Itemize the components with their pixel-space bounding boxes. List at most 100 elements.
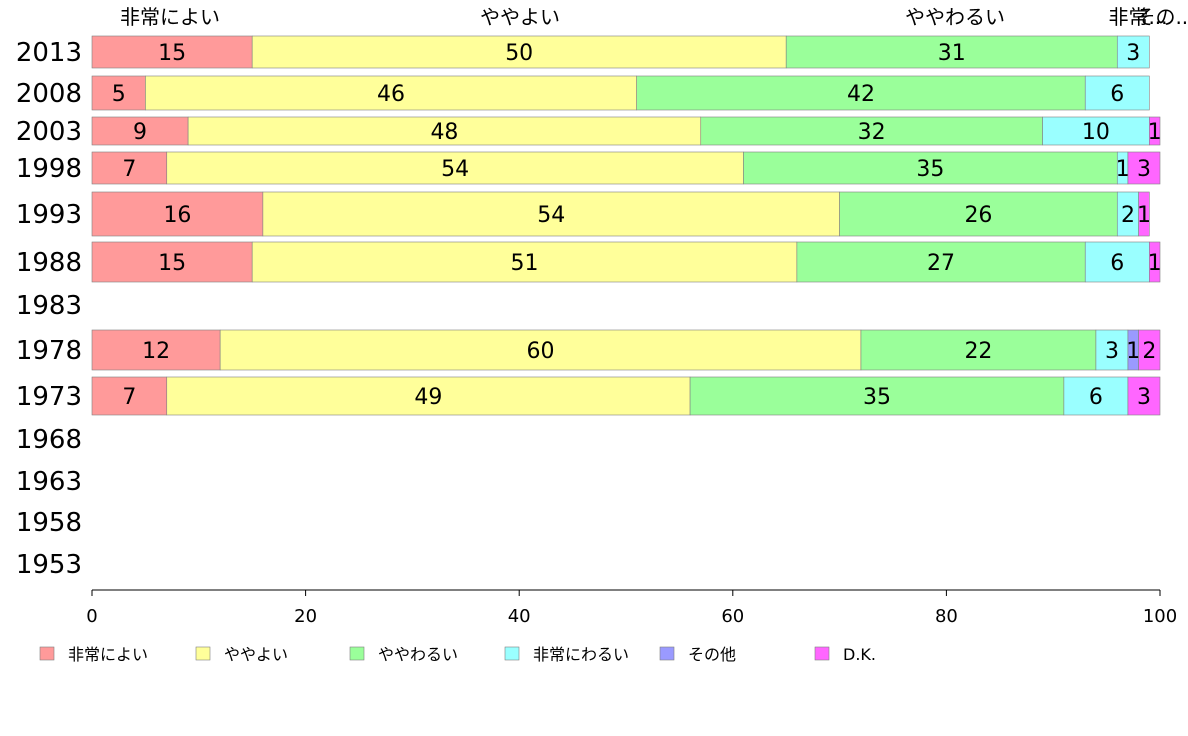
- bar-value-label: 54: [441, 157, 469, 182]
- bar-segment: [1042, 116, 1150, 146]
- bar-segment: [91, 35, 253, 69]
- bar-segment: [743, 151, 1118, 185]
- year-label: 1988: [16, 248, 82, 278]
- top-category-label: 非常によい: [120, 5, 220, 29]
- year-label: 1973: [16, 382, 82, 412]
- year-label: 2008: [16, 79, 82, 109]
- x-tick-label: 40: [508, 606, 531, 627]
- bar-value-label: 35: [863, 385, 891, 410]
- bar-value-label: 15: [158, 251, 186, 276]
- bar-value-label: 54: [537, 203, 565, 228]
- bar-value-label: 2: [1142, 339, 1156, 364]
- bar-value-label: 3: [1137, 385, 1151, 410]
- legend-label: 非常によい: [68, 645, 148, 664]
- bar-value-label: 5: [112, 82, 126, 107]
- year-label: 1978: [16, 336, 82, 366]
- bar-value-label: 49: [414, 385, 442, 410]
- year-label: 2013: [16, 38, 82, 68]
- x-tick-label: 100: [1143, 606, 1177, 627]
- bar-value-label: 6: [1089, 385, 1103, 410]
- bar-segment: [1138, 329, 1161, 371]
- bar-value-label: 7: [122, 385, 136, 410]
- top-category-label: 非常...: [1108, 5, 1167, 29]
- x-tick-label: 20: [294, 606, 317, 627]
- bar-value-label: 42: [847, 82, 875, 107]
- bar-value-label: 16: [163, 203, 191, 228]
- bar-value-label: 1: [1148, 120, 1162, 145]
- legend-swatch: [349, 646, 365, 661]
- bar-segment: [1095, 329, 1129, 371]
- bar-value-label: 1: [1137, 203, 1151, 228]
- year-label: 2003: [16, 117, 82, 147]
- bar-segment: [860, 329, 1097, 371]
- bars: 15 50 31 35 46 42 69 48 32 10 17 54 35 1 316 54 26 2 115 51…: [91, 35, 1162, 416]
- bar-segment: [1084, 241, 1150, 283]
- legend-label: D.K.: [843, 645, 876, 664]
- year-label: 1953: [16, 550, 82, 580]
- bar-segment: [1149, 116, 1161, 146]
- bar-value-label: 26: [964, 203, 992, 228]
- bar-segment: [839, 191, 1118, 237]
- bar-segment: [1116, 35, 1150, 69]
- legend-label: 非常にわるい: [533, 645, 629, 664]
- bar-value-label: 7: [122, 157, 136, 182]
- bar-segment: [219, 329, 862, 371]
- bar-value-label: 2: [1121, 203, 1135, 228]
- bar-segment: [1149, 241, 1161, 283]
- bar-segment: [91, 75, 146, 111]
- year-label: 1983: [16, 291, 82, 321]
- bar-segment: [1063, 376, 1129, 416]
- bar-segment: [251, 35, 787, 69]
- year-label: 1968: [16, 425, 82, 455]
- bar-value-label: 3: [1137, 157, 1151, 182]
- bar-value-label: 9: [133, 120, 147, 145]
- top-category-labels: 非常によい ややよい ややわるい 非常...その...: [120, 5, 1188, 29]
- x-tick-label: 80: [935, 606, 958, 627]
- bar-segment: [689, 376, 1065, 416]
- x-axis: 0 20 40 60 80 100: [86, 589, 1177, 627]
- bar-value-label: 46: [377, 82, 405, 107]
- bar-segment: [166, 151, 744, 185]
- bar-value-label: 22: [964, 339, 992, 364]
- bar-segment: [91, 241, 253, 283]
- year-axis-labels: 2013 2008 2003 1998 1993 1988 1983 1978 1973 1968…: [16, 38, 82, 580]
- bar-segment: [796, 241, 1086, 283]
- bar-segment: [700, 116, 1043, 146]
- legend-swatch: [504, 646, 520, 661]
- top-category-label: その...: [1135, 5, 1188, 29]
- x-tick-label: 60: [721, 606, 744, 627]
- bar-value-label: 12: [142, 339, 170, 364]
- year-label: 1998: [16, 154, 82, 184]
- year-label: 1993: [16, 200, 82, 230]
- bar-segment: [187, 116, 702, 146]
- bar-segment: [785, 35, 1118, 69]
- bar-value-label: 1: [1126, 339, 1140, 364]
- bar-segment: [1084, 75, 1150, 111]
- bar-segment: [251, 241, 798, 283]
- bar-value-label: 50: [505, 41, 533, 66]
- bar-value-label: 27: [927, 251, 955, 276]
- legend-swatch: [39, 646, 55, 661]
- legend-swatch: [814, 646, 830, 661]
- bar-segment: [1127, 376, 1161, 416]
- bar-value-label: 51: [511, 251, 539, 276]
- bar-segment: [91, 191, 264, 237]
- legend-label: ややよい: [224, 645, 288, 664]
- bar-value-label: 3: [1126, 41, 1140, 66]
- bar-segment: [91, 329, 221, 371]
- bar-value-label: 48: [430, 120, 458, 145]
- bar-segment: [636, 75, 1086, 111]
- x-tick-label: 0: [86, 606, 97, 627]
- bar-value-label: 31: [938, 41, 966, 66]
- legend-swatch: [195, 646, 211, 661]
- legend-swatch: [659, 646, 675, 661]
- bar-value-label: 35: [916, 157, 944, 182]
- top-category-label: ややよい: [480, 5, 560, 29]
- bar-value-label: 6: [1110, 82, 1124, 107]
- year-label: 1963: [16, 467, 82, 497]
- legend-label: ややわるい: [378, 645, 458, 664]
- bar-segment: [1127, 151, 1161, 185]
- bar-value-label: 6: [1110, 251, 1124, 276]
- year-label: 1958: [16, 508, 82, 538]
